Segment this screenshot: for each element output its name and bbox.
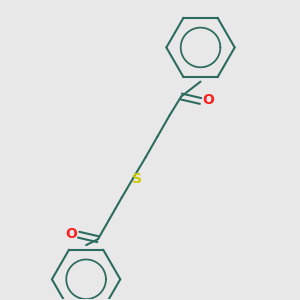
Text: O: O bbox=[65, 227, 77, 241]
Text: O: O bbox=[202, 93, 214, 107]
Text: S: S bbox=[132, 172, 142, 186]
